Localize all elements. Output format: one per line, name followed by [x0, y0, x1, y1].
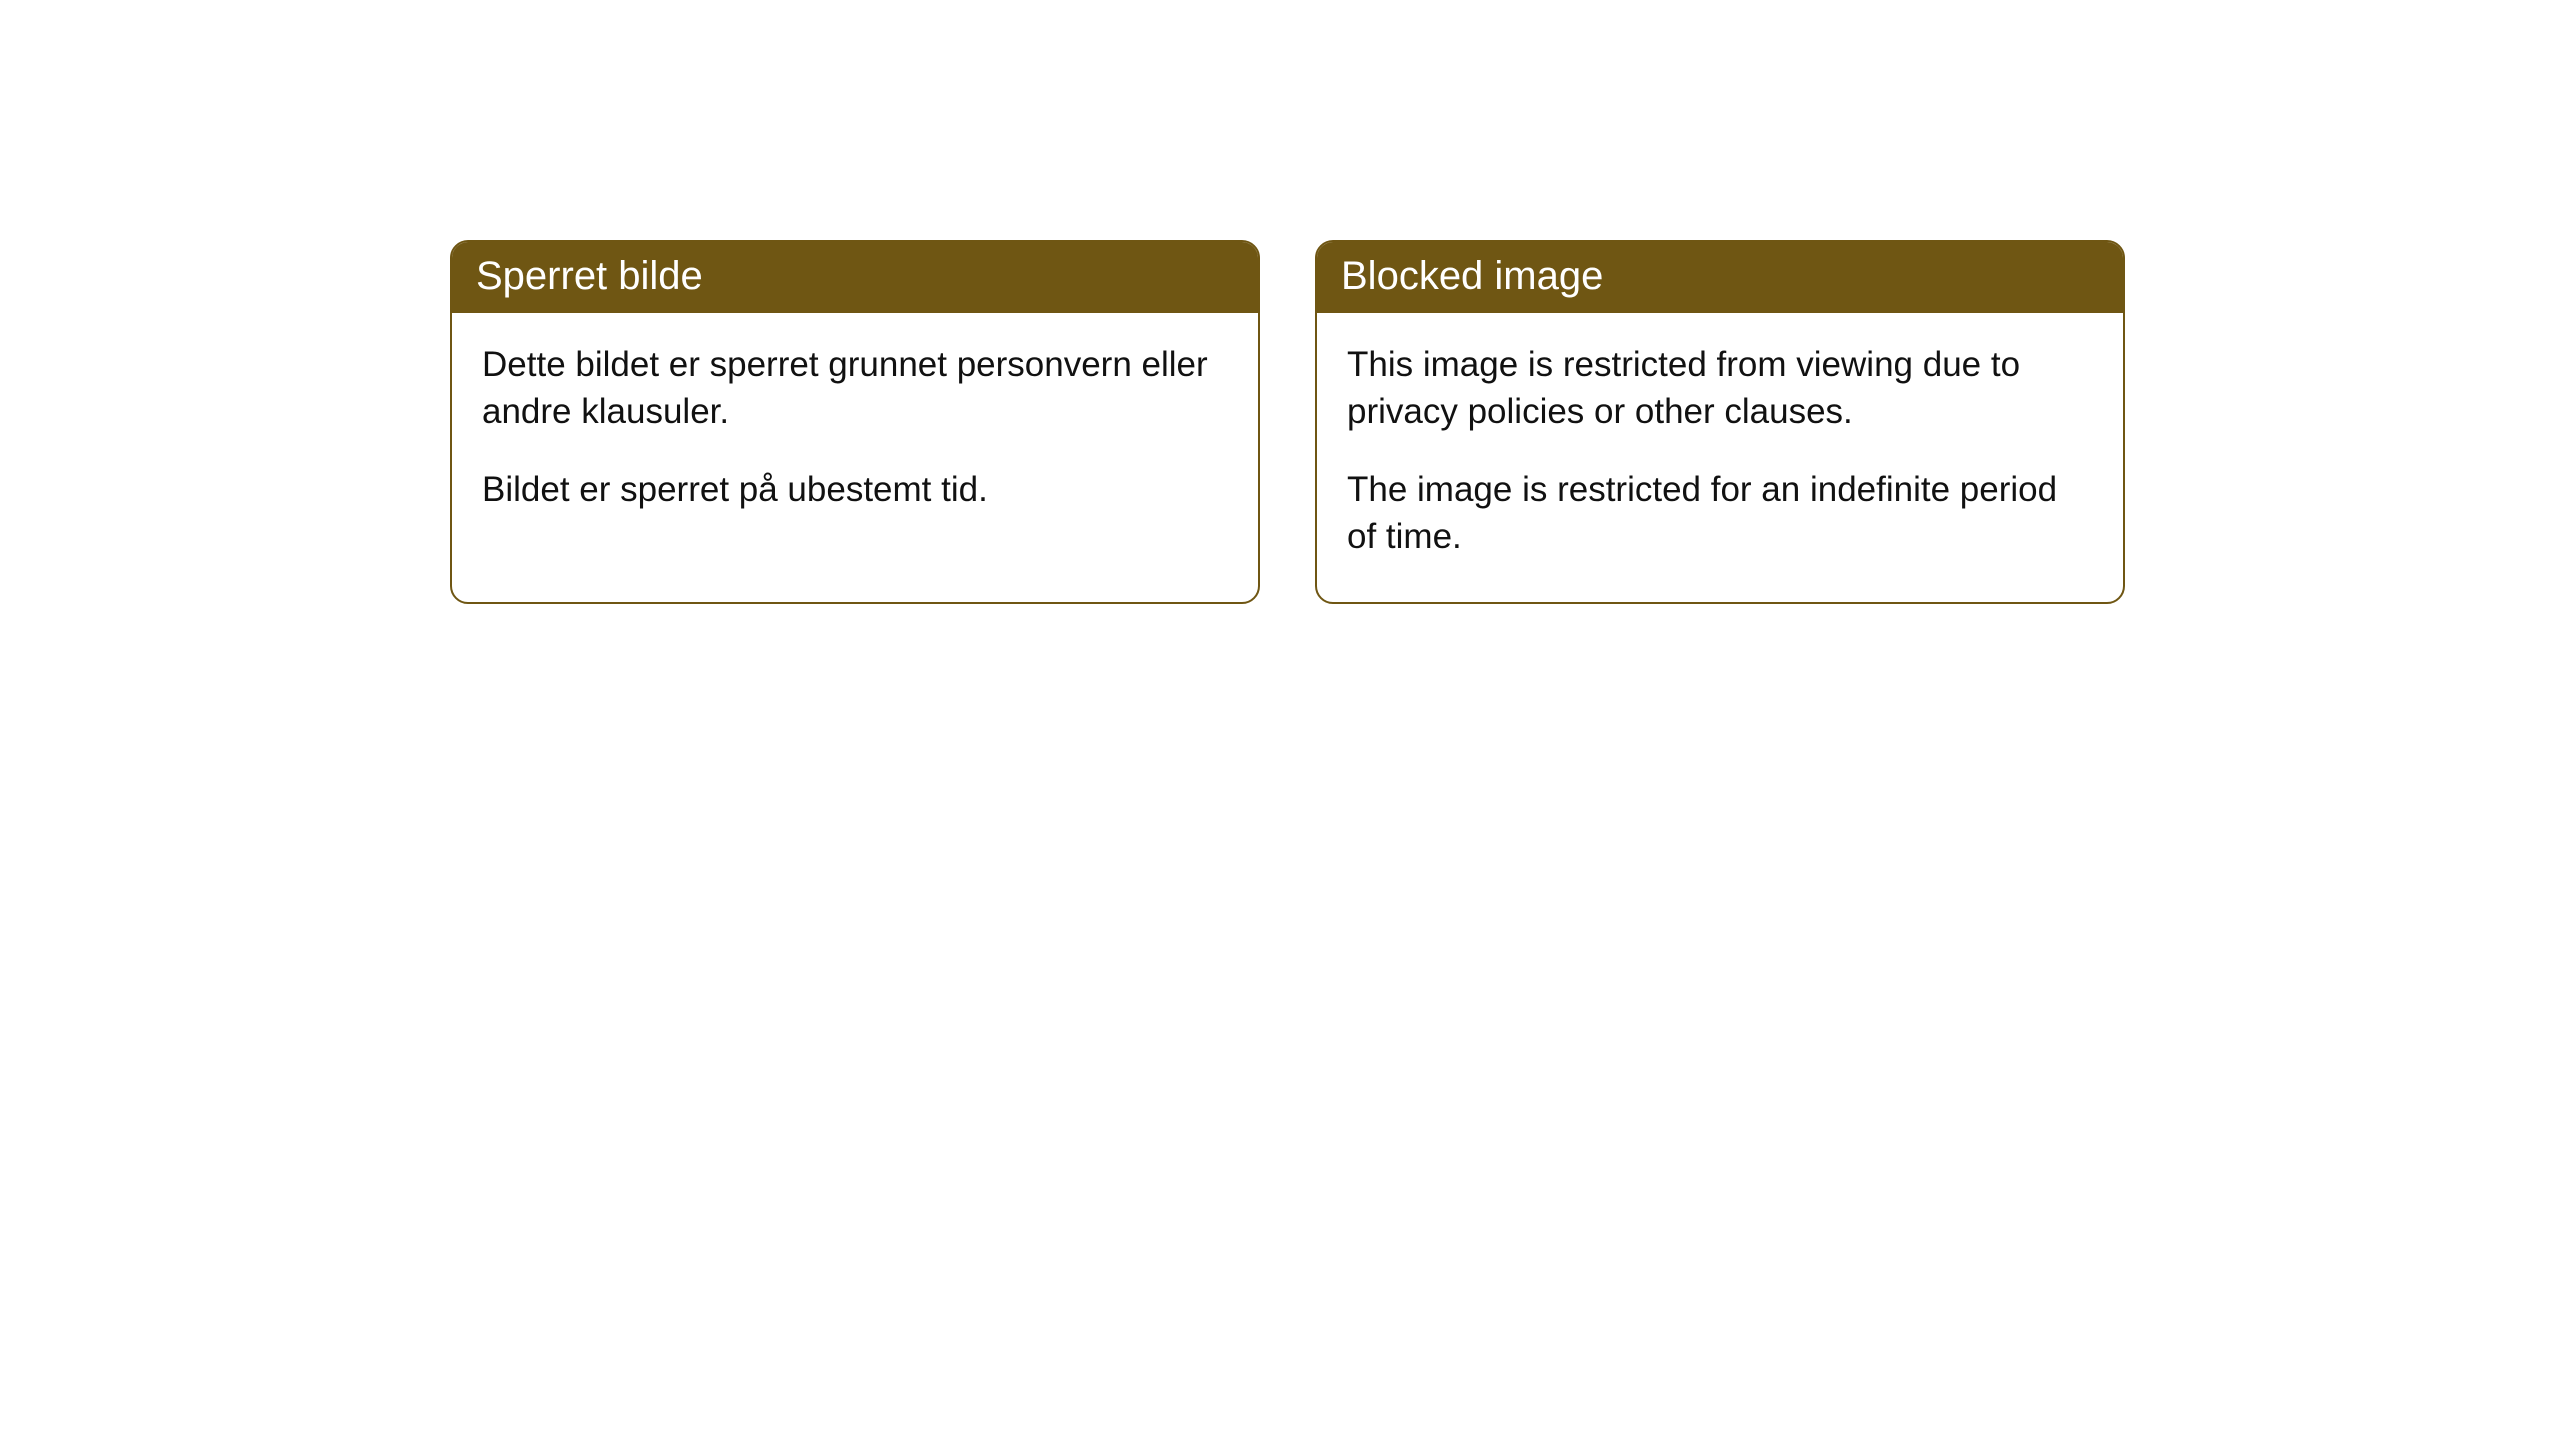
- card-body: Dette bildet er sperret grunnet personve…: [452, 313, 1258, 555]
- notice-card-norwegian: Sperret bilde Dette bildet er sperret gr…: [450, 240, 1260, 604]
- card-paragraph-2: Bildet er sperret på ubestemt tid.: [482, 466, 1228, 513]
- card-paragraph-1: Dette bildet er sperret grunnet personve…: [482, 341, 1228, 436]
- card-body: This image is restricted from viewing du…: [1317, 313, 2123, 602]
- notice-container: Sperret bilde Dette bildet er sperret gr…: [0, 0, 2560, 604]
- card-title: Sperret bilde: [452, 242, 1258, 313]
- notice-card-english: Blocked image This image is restricted f…: [1315, 240, 2125, 604]
- card-paragraph-1: This image is restricted from viewing du…: [1347, 341, 2093, 436]
- card-paragraph-2: The image is restricted for an indefinit…: [1347, 466, 2093, 561]
- card-title: Blocked image: [1317, 242, 2123, 313]
